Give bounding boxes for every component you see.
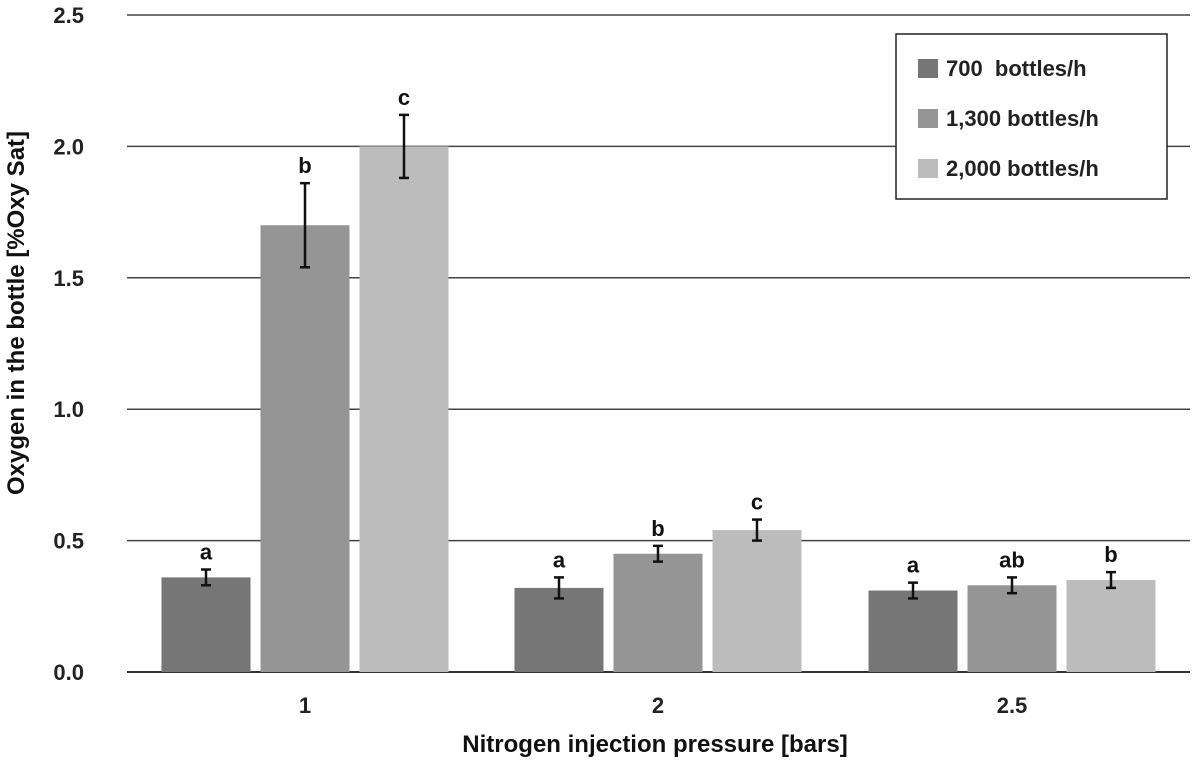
legend-label: 700 bottles/h	[946, 56, 1087, 81]
error-bar	[554, 576, 564, 600]
error-bar	[752, 518, 762, 542]
bar	[514, 587, 604, 672]
legend-swatch	[918, 59, 938, 78]
legend-swatch	[918, 109, 938, 128]
legend: 700 bottles/h 1,300 bottles/h 2,000 bottle…	[895, 33, 1168, 200]
bar	[1066, 580, 1156, 672]
significance-label: ab	[999, 547, 1025, 572]
bar	[868, 590, 958, 672]
error-bar	[399, 113, 409, 180]
legend-swatch	[918, 159, 938, 178]
error-bar	[300, 181, 310, 269]
y-axis-ticks: 0.0 0.5 1.0 1.5 2.0 2.5	[53, 3, 84, 685]
x-axis-ticks: 1 2 2.5	[299, 693, 1027, 718]
legend-item: 1,300 bottles/h	[918, 106, 1099, 131]
error-bar	[201, 568, 211, 587]
significance-label: b	[651, 516, 664, 541]
legend-item: 2,000 bottles/h	[918, 156, 1099, 181]
error-bar	[1007, 576, 1017, 595]
x-axis-title: Nitrogen injection pressure [bars]	[462, 731, 847, 758]
bar	[359, 146, 449, 672]
significance-label: c	[751, 490, 763, 515]
legend-box	[895, 33, 1168, 200]
y-tick-label: 2.5	[53, 3, 84, 28]
x-tick-label: 2	[652, 693, 664, 718]
error-bar	[1106, 570, 1116, 590]
bars	[161, 146, 1156, 673]
significance-label: a	[200, 540, 213, 565]
y-axis-title: Oxygen in the bottle [%Oxy Sat]	[3, 131, 30, 495]
bar	[967, 585, 1057, 672]
bar	[712, 530, 802, 672]
legend-label: 1,300 bottles/h	[946, 106, 1099, 131]
y-tick-label: 0.0	[53, 660, 84, 685]
legend-item: 700 bottles/h	[918, 56, 1087, 81]
error-bar	[653, 544, 663, 563]
error-bars	[201, 113, 1116, 600]
x-tick-label: 1	[299, 693, 311, 718]
bar	[260, 225, 350, 673]
significance-label: c	[398, 85, 410, 110]
significance-label: a	[907, 553, 920, 578]
y-tick-label: 1.5	[53, 266, 84, 291]
significance-label: b	[298, 153, 311, 178]
legend-label: 2,000 bottles/h	[946, 156, 1099, 181]
bar	[161, 577, 251, 672]
x-tick-label: 2.5	[997, 693, 1028, 718]
y-tick-label: 1.0	[53, 397, 84, 422]
y-tick-label: 2.0	[53, 134, 84, 159]
error-bar	[908, 581, 918, 600]
y-tick-label: 0.5	[53, 529, 84, 554]
significance-label: b	[1104, 542, 1117, 567]
bar	[613, 553, 703, 672]
significance-label: a	[553, 547, 566, 572]
